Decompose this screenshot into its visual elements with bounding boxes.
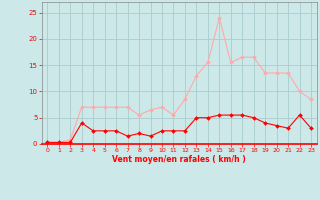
X-axis label: Vent moyen/en rafales ( km/h ): Vent moyen/en rafales ( km/h ) bbox=[112, 155, 246, 164]
